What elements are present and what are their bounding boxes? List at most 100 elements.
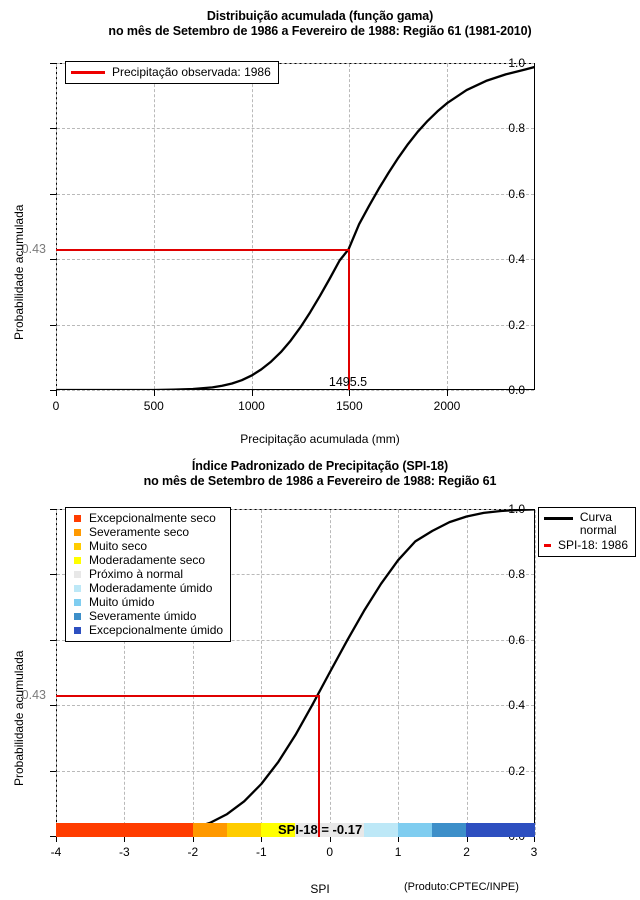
x-tick-label: 0 <box>52 399 60 413</box>
gridline-v <box>535 510 536 835</box>
x-tick <box>349 390 351 396</box>
gridline-v <box>466 510 468 835</box>
legend-item-label: Severamente úmido <box>89 609 197 623</box>
legend-item: SPI-18: 1986 <box>544 538 628 552</box>
gridline-v <box>261 510 263 835</box>
x-tick-label: 1000 <box>238 399 265 413</box>
gridline-v <box>56 510 57 835</box>
legend-item: Excepcionalmente úmido <box>71 623 223 637</box>
y-tick-label: 0.6 <box>508 632 525 647</box>
legend-item: Próximo à normal <box>71 567 223 581</box>
top-chart-title: Distribuição acumulada (função gama) no … <box>0 9 640 39</box>
spi-class-legend[interactable]: Excepcionalmente seco Severamente seco M… <box>65 507 232 642</box>
gridline-h <box>57 509 534 510</box>
legend-color-swatch <box>74 598 81 606</box>
x-tick-label: 2 <box>463 845 470 859</box>
x-tick-label: 3 <box>530 845 538 859</box>
y-tick-label: 0.8 <box>508 121 525 136</box>
bottom-y-axis-title: Probabilidade acumulada <box>12 650 26 786</box>
x-tick-label: -3 <box>119 845 130 859</box>
y-tick <box>50 836 56 837</box>
y-tick <box>50 128 56 130</box>
colorbar-segment-muito-seco <box>227 823 262 837</box>
legend-item-label: Precipitação observada: 1986 <box>112 65 271 79</box>
y-tick-label: 1.0 <box>508 56 525 70</box>
x-tick <box>398 836 400 842</box>
legend-item-label: SPI-18: 1986 <box>557 538 628 552</box>
colorbar-segment-excepcionalmente-umido <box>466 823 535 837</box>
y-tick <box>50 705 56 707</box>
y-tick <box>50 509 56 510</box>
top-plot-area: 0.0 0.2 0.4 0.6 0.8 1.0 0.43 0 500 1000 … <box>22 56 535 413</box>
legend-color-swatch <box>74 556 81 564</box>
x-tick-label: 1 <box>394 845 402 859</box>
bottom-chart-title-line1: Índice Padronizado de Precipitação (SPI-… <box>191 459 449 473</box>
gridline-h <box>57 128 534 130</box>
legend-item-label: Moderadamente úmido <box>89 581 213 595</box>
x-tick-label: -2 <box>187 845 199 859</box>
top-cdf-curve <box>56 65 535 390</box>
legend-item-label: Muito seco <box>89 539 148 553</box>
x-tick <box>466 836 468 842</box>
legend-color-swatch <box>74 528 81 536</box>
y-tick <box>50 390 56 391</box>
gridline-v <box>153 64 155 389</box>
x-tick <box>251 390 253 396</box>
colorbar-segment-moderadamente-seco <box>261 823 296 837</box>
bottom-series-legend[interactable]: Curva normal SPI-18: 1986 <box>538 507 636 557</box>
gridline-h <box>57 705 534 707</box>
gridline-h <box>57 770 534 772</box>
legend-color-swatch <box>74 542 81 550</box>
y-tick-label: 0.8 <box>508 567 525 582</box>
x-tick <box>56 836 57 842</box>
gridline-h <box>57 639 534 641</box>
legend-item-label: Excepcionalmente úmido <box>89 623 224 637</box>
legend-color-swatch <box>74 570 81 578</box>
y-tick <box>50 324 56 326</box>
legend-color-swatch <box>74 584 81 592</box>
gridline-v <box>251 64 253 389</box>
bottom-marker-y-label: 0.43 <box>21 688 46 702</box>
bottom-plot-area: 0.0 0.2 0.4 0.6 0.8 1.0 0.43 -4 -3 -2 -1… <box>22 502 538 859</box>
bottom-marker-vline <box>318 695 321 837</box>
gridline-h <box>57 259 534 261</box>
gridline-h <box>57 390 534 391</box>
y-tick-label: 0.6 <box>508 186 525 201</box>
product-credit: (Produto:CPTEC/INPE) <box>404 881 519 893</box>
legend-item: Precipitação observada: 1986 <box>71 65 271 79</box>
gridline-v <box>124 510 126 835</box>
x-tick-label: -1 <box>255 845 267 859</box>
colorbar-segment-excepcionalmente-seco <box>56 823 193 837</box>
x-tick-label: 1500 <box>335 399 363 413</box>
top-y-axis-title: Probabilidade acumulada <box>12 204 26 340</box>
top-marker-y-label: 0.43 <box>21 242 46 256</box>
y-tick <box>50 63 56 64</box>
y-tick-label: 0.2 <box>508 317 525 332</box>
y-tick-label: 0.4 <box>508 698 525 713</box>
x-tick <box>56 390 57 396</box>
spi-class-colorbar <box>56 823 535 837</box>
legend-line-swatch <box>544 517 573 520</box>
x-tick <box>261 836 263 842</box>
top-chart-legend[interactable]: Precipitação observada: 1986 <box>65 61 279 84</box>
y-tick <box>50 259 56 261</box>
x-tick <box>329 836 331 842</box>
colorbar-segment-proximo-a-normal <box>295 823 364 837</box>
top-chart-title-line2: no mês de Setembro de 1986 a Fevereiro d… <box>108 24 532 38</box>
gridline-v <box>56 64 57 389</box>
spi-value-label: SPI-18 = -0.17 <box>278 822 363 837</box>
legend-line-swatch <box>71 70 105 74</box>
bottom-chart-title-line2: no mês de Setembro de 1986 a Fevereiro d… <box>143 474 497 488</box>
legend-item: Excepcionalmente seco <box>71 511 223 525</box>
colorbar-segment-severamente-seco <box>192 823 228 837</box>
gridline-v <box>398 510 400 835</box>
y-tick <box>50 639 56 641</box>
x-tick <box>447 390 448 396</box>
x-tick <box>534 836 535 842</box>
x-tick <box>124 836 126 842</box>
top-x-axis-title: Precipitação acumulada (mm) <box>240 432 400 446</box>
legend-line-swatch <box>544 543 551 547</box>
legend-color-swatch <box>74 626 81 634</box>
top-marker-vline <box>348 249 351 390</box>
y-tick-label: 0.0 <box>508 383 525 397</box>
